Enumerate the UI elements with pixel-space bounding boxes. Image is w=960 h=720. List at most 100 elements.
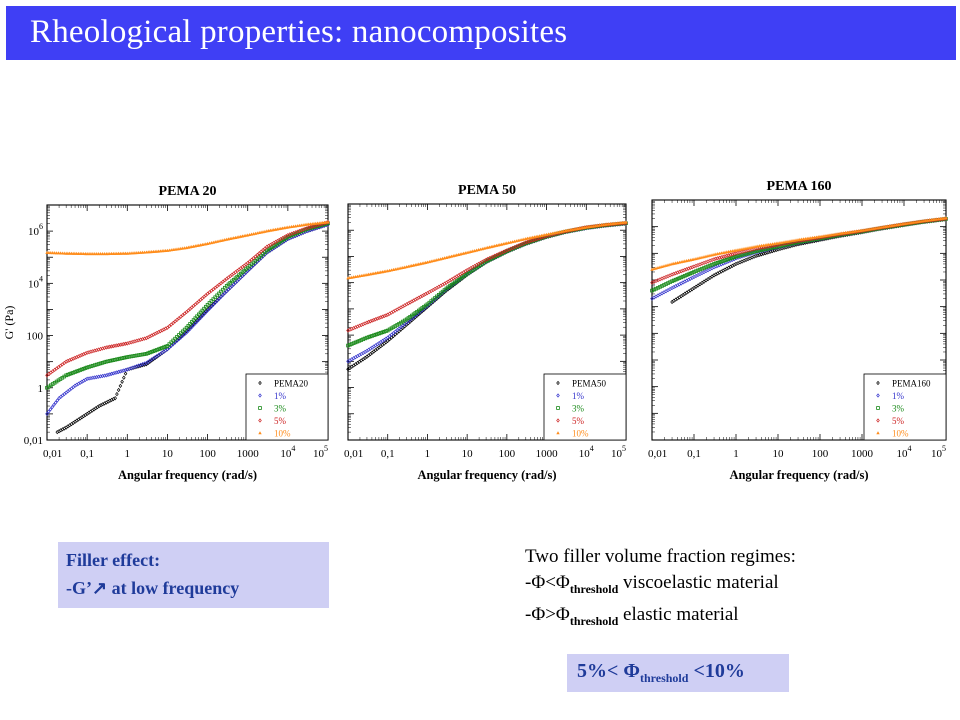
x-tick-label: 104 — [897, 444, 912, 460]
data-point — [209, 299, 214, 303]
data-point — [215, 284, 219, 289]
legend-marker — [258, 418, 262, 423]
legend: PEMA50 1% 3% 5% 10% — [543, 373, 627, 441]
data-point — [52, 402, 56, 408]
legend-label: 10% — [892, 429, 909, 439]
data-point — [767, 246, 771, 251]
regime-row-viscoelastic: -Φ<Φthreshold viscoelastic material — [525, 572, 779, 596]
data-point — [768, 246, 773, 250]
data-point — [207, 306, 212, 311]
data-point — [135, 353, 139, 358]
filler-effect-title: Filler effect: — [66, 550, 161, 570]
data-point — [348, 342, 352, 347]
series-markers — [650, 216, 948, 305]
data-point — [257, 251, 261, 256]
data-point — [672, 278, 676, 283]
data-point — [721, 259, 725, 263]
data-point — [670, 279, 674, 284]
data-point — [233, 280, 238, 285]
data-point — [200, 313, 205, 319]
data-point — [55, 398, 60, 403]
data-point — [686, 272, 691, 277]
x-tick-label: 1 — [425, 448, 431, 460]
data-point — [652, 287, 656, 292]
data-point — [403, 321, 407, 327]
x-axis-label: Angular frequency (rad/s) — [729, 468, 868, 482]
data-point — [171, 338, 175, 343]
data-point — [87, 365, 91, 369]
data-point — [133, 353, 137, 358]
data-point — [118, 383, 123, 389]
data-point — [102, 360, 107, 365]
data-point — [50, 404, 54, 410]
legend: PEMA160 1% 3% 5% 10% — [863, 373, 947, 441]
data-point — [944, 216, 948, 220]
data-point — [704, 265, 708, 269]
data-point — [177, 333, 181, 337]
legend-label: 3% — [892, 404, 905, 414]
x-tick-label: 0,1 — [80, 448, 94, 460]
data-point — [728, 256, 733, 261]
series-PEMA160 — [670, 217, 948, 305]
x-tick-label: 0,1 — [687, 448, 701, 460]
data-point — [255, 252, 260, 258]
data-point — [326, 220, 330, 225]
data-point — [221, 292, 225, 298]
data-point — [717, 260, 722, 264]
x-tick-label: 0,01 — [648, 448, 667, 460]
legend-marker — [258, 431, 262, 435]
series-10pct — [346, 220, 628, 280]
slide-title: Rheological properties: nanocomposites — [30, 14, 568, 50]
data-point — [706, 264, 710, 269]
data-point — [190, 324, 194, 330]
data-point — [259, 249, 263, 254]
data-point — [251, 256, 256, 261]
data-point — [681, 274, 685, 279]
data-point — [385, 338, 390, 344]
data-point — [169, 340, 174, 345]
plot-frame — [651, 199, 947, 441]
legend-marker — [876, 380, 880, 386]
data-point — [228, 285, 232, 290]
data-point — [127, 354, 132, 359]
data-point — [223, 285, 227, 290]
data-point — [207, 301, 212, 305]
data-point — [696, 268, 700, 273]
data-point — [202, 312, 206, 317]
x-tick-label: 0,1 — [381, 448, 395, 460]
data-point — [204, 310, 208, 315]
data-point — [666, 281, 670, 285]
data-point — [326, 220, 330, 224]
data-point — [116, 387, 121, 393]
data-point — [650, 288, 654, 293]
data-point — [123, 371, 128, 376]
data-point — [765, 247, 769, 251]
data-point — [181, 312, 185, 318]
data-point — [253, 254, 258, 259]
data-point — [730, 256, 735, 260]
data-point — [763, 247, 767, 252]
data-point — [223, 290, 227, 296]
data-point — [658, 285, 662, 289]
data-point — [677, 276, 682, 280]
y-axis-label: G' (Pa) — [2, 306, 16, 340]
filler-effect-text: -G’↗ at low frequency — [66, 578, 240, 598]
data-point — [140, 352, 145, 357]
legend-marker — [556, 380, 560, 386]
data-point — [237, 277, 241, 282]
chart-title: PEMA 160 — [767, 179, 832, 194]
data-point — [224, 289, 229, 294]
x-tick-label: 100 — [812, 448, 829, 460]
data-point — [120, 379, 124, 384]
data-point — [167, 323, 172, 329]
data-point — [94, 362, 99, 367]
legend-label: PEMA20 — [274, 379, 309, 389]
data-point — [692, 270, 696, 274]
data-point — [182, 332, 187, 337]
data-point — [165, 347, 170, 352]
data-point — [690, 270, 694, 275]
data-point — [48, 407, 53, 412]
data-point — [399, 324, 403, 330]
plot-frame — [347, 203, 627, 441]
data-point — [714, 261, 718, 266]
